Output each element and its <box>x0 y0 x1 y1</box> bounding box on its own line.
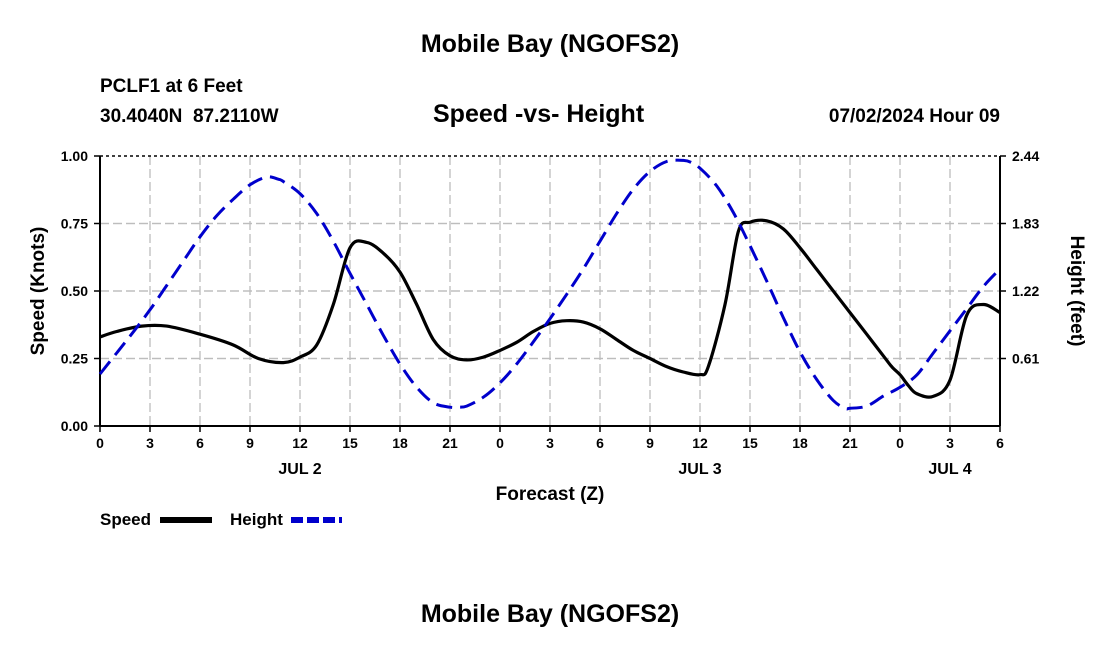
x-tick-label: 3 <box>146 435 154 451</box>
footer-title: Mobile Bay (NGOFS2) <box>420 600 680 628</box>
y-right-axis-title: Height (feet) <box>1066 236 1087 347</box>
y-left-tick-label: 0.00 <box>61 418 88 434</box>
station-label: PCLF1 at 6 Feet <box>100 76 243 97</box>
x-tick-label: 9 <box>646 435 654 451</box>
x-date-label: JUL 2 <box>278 461 321 478</box>
x-axis-title: Forecast (Z) <box>496 484 605 505</box>
forecast-date-label: 07/02/2024 Hour 09 <box>828 106 1000 127</box>
x-tick-label: 21 <box>842 435 858 451</box>
x-tick-label: 12 <box>692 435 708 451</box>
x-tick-label: 6 <box>196 435 204 451</box>
y-right-tick-label: 0.61 <box>1012 351 1039 367</box>
x-tick-label: 15 <box>342 435 358 451</box>
x-tick-label: 6 <box>996 435 1004 451</box>
y-left-tick-label: 0.75 <box>61 216 88 232</box>
x-tick-label: 18 <box>392 435 408 451</box>
x-tick-label: 9 <box>246 435 254 451</box>
y-left-tick-label: 0.50 <box>61 283 88 299</box>
x-tick-label: 6 <box>596 435 604 451</box>
speed-series-line <box>99 218 1001 399</box>
x-tick-label: 12 <box>292 435 308 451</box>
x-tick-label: 3 <box>546 435 554 451</box>
x-tick-label: 0 <box>496 435 504 451</box>
y-left-tick-label: 1.00 <box>61 148 88 164</box>
x-date-label: JUL 3 <box>678 461 721 478</box>
y-right-tick-label: 1.83 <box>1012 216 1039 232</box>
y-left-axis-title: Speed (Knots) <box>28 227 49 356</box>
height-series-line <box>98 158 1002 411</box>
legend-label: Speed <box>100 510 151 529</box>
chart-main-title: Mobile Bay (NGOFS2) <box>420 30 680 58</box>
station-coordinates: 30.4040N 87.2110W <box>100 106 279 127</box>
chart-subtitle: Speed -vs- Height <box>433 100 645 128</box>
x-tick-label: 15 <box>742 435 758 451</box>
y-right-tick-label: 2.44 <box>1012 148 1039 164</box>
x-tick-label: 18 <box>792 435 808 451</box>
y-left-tick-label: 0.25 <box>61 351 88 367</box>
x-tick-label: 21 <box>442 435 458 451</box>
x-date-label: JUL 4 <box>928 461 971 478</box>
legend-label: Height <box>230 510 283 529</box>
x-tick-label: 3 <box>946 435 954 451</box>
x-tick-label: 0 <box>96 435 104 451</box>
x-tick-label: 0 <box>896 435 904 451</box>
y-right-tick-label: 1.22 <box>1012 283 1039 299</box>
